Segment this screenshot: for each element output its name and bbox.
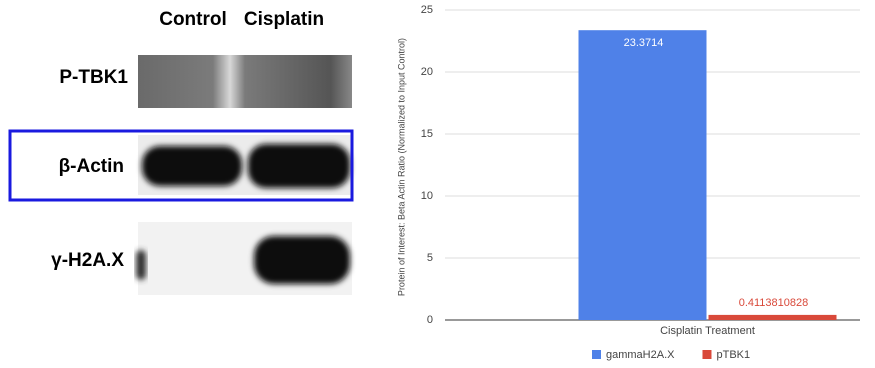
blot-row-label: P-TBK1 [59,67,128,88]
legend-label: gammaH2A.X [606,349,675,361]
y-tick-label: 0 [427,314,433,326]
value-label: 23.3714 [624,37,664,49]
legend-swatch [592,350,601,359]
y-tick-label: 25 [421,4,433,16]
y-tick-label: 5 [427,252,433,264]
blot-band [254,236,350,284]
bar [579,30,707,320]
blot-row-label: γ-H2A.X [51,250,124,271]
y-tick-label: 20 [421,66,433,78]
blot-panel: Control Cisplatin P-TBK1 β-Actin γ-H2A.X [10,9,352,295]
value-label: 0.4113810828 [739,297,809,309]
y-tick-label: 10 [421,190,433,202]
blot-column-label: Control [159,9,227,30]
blot-column-label: Cisplatin [244,9,324,30]
legend-swatch [702,350,711,359]
x-tick-label: Cisplatin Treatment [660,325,755,337]
y-axis-label: Protein of Interest: Beta Actin Ratio (N… [396,38,406,296]
figure: Control Cisplatin P-TBK1 β-Actin γ-H2A.X… [0,0,875,368]
blot-band [136,250,146,280]
y-tick-label: 15 [421,128,433,140]
bar [709,315,837,320]
blot-row-label: β-Actin [59,156,124,177]
legend-label: pTBK1 [716,349,750,361]
blot-band [142,146,242,186]
blot-strip [138,55,352,108]
blot-band [248,144,350,188]
